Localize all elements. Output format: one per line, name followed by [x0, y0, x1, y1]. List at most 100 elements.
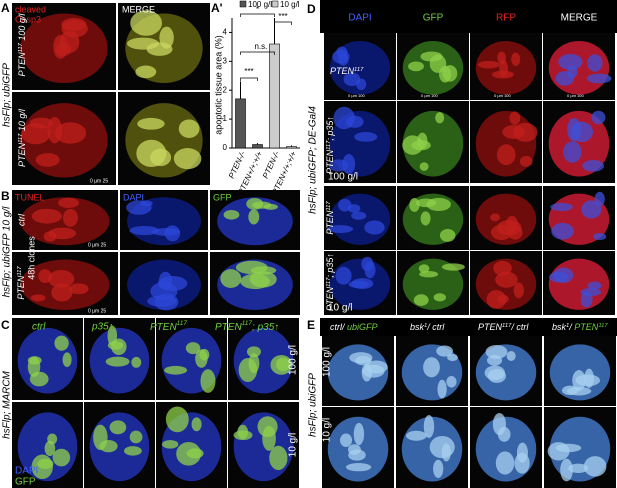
label: GFP	[423, 13, 444, 24]
tissue-spot	[364, 360, 388, 374]
tissue-spot	[342, 154, 356, 175]
label-part: 10 g/l	[17, 108, 27, 134]
panel-letter: A'	[211, 1, 223, 15]
tissue-spot	[159, 26, 174, 49]
label: 10 g/l	[322, 418, 333, 442]
tissue-spot	[107, 325, 118, 346]
tissue-spot	[185, 342, 201, 355]
label-part: PTEN	[16, 275, 26, 300]
label-part: 117	[326, 201, 332, 211]
tissue-spot	[353, 422, 365, 446]
label-part: PTEN	[478, 322, 503, 332]
tissue-spot	[237, 424, 249, 439]
tissue-spot	[44, 440, 56, 457]
label-part: PTEN	[215, 322, 242, 333]
tissue-spot	[437, 379, 447, 399]
tissue-spot	[429, 435, 455, 459]
label: 100 g/l	[288, 345, 299, 375]
tissue-spot	[506, 350, 516, 361]
label: 0 µm 100	[567, 93, 585, 98]
tissue-spot	[364, 220, 385, 235]
label-part: PTEN	[17, 52, 27, 77]
tissue-spot	[419, 162, 429, 171]
tissue-spot	[547, 442, 570, 461]
tissue-spot	[550, 202, 573, 212]
tissue-spot	[413, 294, 429, 306]
tissue-spot	[343, 72, 361, 87]
tissue-spot	[51, 283, 73, 302]
tissue-spot	[223, 210, 240, 220]
tissue-spot	[199, 348, 210, 361]
label-part: 117	[354, 67, 364, 73]
tissue-spot	[248, 353, 260, 374]
tissue-spot	[354, 132, 378, 142]
tissue-spot	[439, 66, 452, 83]
y-tick-label: 0	[223, 143, 228, 152]
tissue-spot	[433, 293, 446, 302]
label-part: 117	[326, 277, 332, 287]
tissue-spot	[351, 278, 374, 290]
tissue-spot	[593, 233, 607, 241]
tissue-spot	[200, 369, 216, 393]
label-part: 117	[598, 323, 608, 329]
label: PTEN117	[330, 66, 364, 76]
tissue-spot	[433, 459, 444, 478]
tissue-spot	[490, 224, 513, 241]
label-part: 100 g/l	[17, 13, 27, 44]
legend-label: 100 g/l	[248, 0, 272, 9]
tissue-spot	[492, 413, 506, 436]
header-band	[320, 318, 617, 336]
label: DAPI	[123, 192, 144, 202]
label-part: 117	[18, 133, 24, 143]
tissue-spot	[246, 346, 261, 358]
label-part: /	[568, 322, 574, 332]
tissue-spot	[423, 414, 435, 438]
tissue-spot	[402, 135, 424, 155]
tissue-spot	[587, 281, 602, 290]
label: DAPI	[15, 466, 38, 477]
label-part: PTEN	[150, 322, 177, 333]
tissue-spot	[516, 442, 528, 463]
tissue-spot	[436, 345, 453, 357]
tissue-spot	[333, 106, 355, 130]
label: PTEN117/ ctrl	[478, 322, 529, 332]
label-part: / ctrl	[510, 322, 529, 332]
panel-letter: B	[1, 189, 10, 203]
label: 10 g/l	[288, 433, 299, 457]
tissue-spot	[48, 227, 77, 240]
tissue-spot	[29, 371, 49, 387]
tissue-spot	[519, 155, 533, 167]
tissue-spot	[338, 198, 352, 212]
tissue-spot	[348, 449, 366, 461]
label: Casp3	[15, 14, 41, 24]
bar	[235, 98, 246, 149]
label: 100 g/l	[328, 172, 358, 183]
label-part: ; p35↑	[325, 253, 335, 278]
tissue-spot	[35, 153, 60, 167]
tissue-spot	[251, 201, 272, 209]
tissue-spot	[583, 456, 607, 477]
tissue-spot	[338, 53, 349, 66]
tissue-spot	[439, 229, 456, 242]
tissue-spot	[566, 386, 592, 396]
panel-letter: D	[307, 2, 316, 16]
tissue-spot	[490, 213, 501, 222]
tissue-spot	[130, 10, 163, 36]
tissue-spot	[563, 141, 582, 163]
tissue-spot	[345, 463, 372, 472]
tissue-spot	[423, 357, 440, 378]
label: PTEN117 100 g/l	[17, 13, 27, 77]
label: hsFlp; ubiGFP 10 g/l	[2, 206, 13, 298]
tissue-spot	[406, 430, 427, 441]
tissue-spot	[162, 440, 179, 449]
label-part: PTEN	[325, 149, 335, 174]
legend-label: 10 g/l	[280, 0, 300, 9]
tissue-spot	[568, 463, 589, 473]
sig-bracket	[240, 77, 258, 81]
tissue-spot	[178, 119, 200, 138]
label: 48h clones	[26, 236, 36, 280]
tissue-spot	[57, 197, 79, 209]
sig-label: n.s.	[254, 42, 267, 51]
label-part: PTEN	[325, 286, 335, 311]
tissue-spot	[496, 144, 516, 166]
